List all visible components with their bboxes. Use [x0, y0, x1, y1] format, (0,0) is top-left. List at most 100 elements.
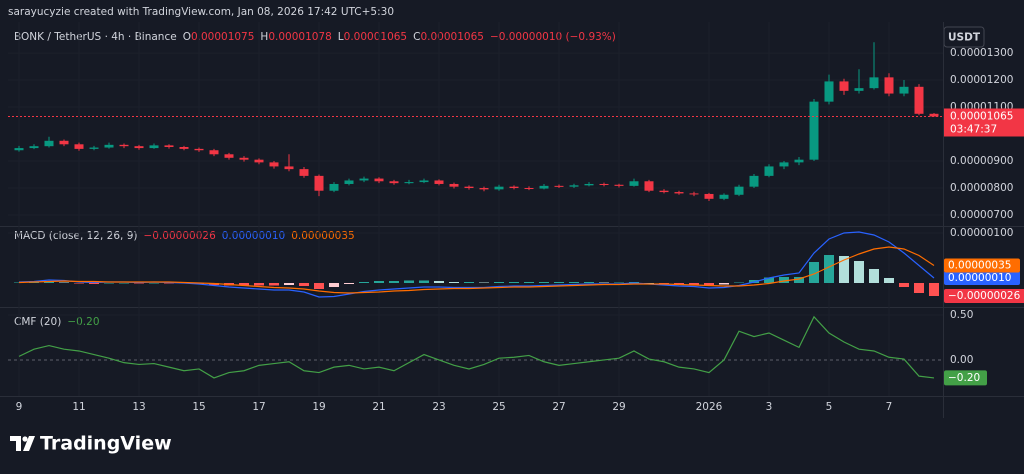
- macd-histogram-bar: [929, 283, 939, 296]
- candle-body: [749, 175, 759, 187]
- macd-histogram-bar: [524, 282, 534, 283]
- candle-body: [479, 188, 489, 190]
- legend-key: O: [183, 31, 191, 43]
- logo-shape: [22, 436, 28, 442]
- candle-body: [329, 183, 339, 191]
- legend-key: H: [260, 31, 268, 43]
- candle-body: [854, 88, 864, 91]
- candle-body: [719, 194, 729, 199]
- macd-histogram-bar: [299, 283, 309, 286]
- macd-histogram-bar: [779, 277, 789, 283]
- macd-histogram-bar: [839, 256, 849, 283]
- brand-logo: [10, 436, 35, 451]
- candle-body: [134, 146, 144, 149]
- legend-value: −0.00000026: [143, 230, 216, 242]
- x-tick-label: 23: [432, 401, 445, 413]
- y-tick-label: 0.50: [950, 309, 973, 321]
- candle-body: [929, 113, 939, 117]
- macd-histogram-bar: [29, 282, 39, 283]
- candle-body: [539, 185, 549, 189]
- candle-body: [164, 145, 174, 147]
- x-tick-label: 5: [826, 401, 833, 413]
- last-value-box: [944, 289, 1024, 303]
- candle-body: [299, 169, 309, 176]
- candle-body: [179, 146, 189, 149]
- macd-line: [18, 246, 935, 294]
- macd-histogram-bar: [719, 283, 729, 285]
- macd-histogram-bar: [644, 283, 654, 284]
- countdown: 03:47:37: [950, 123, 997, 135]
- legend-key: L: [338, 31, 344, 43]
- x-tick-label: 29: [612, 401, 625, 413]
- y-tick-label: 0.00: [950, 354, 973, 366]
- candle-body: [44, 140, 54, 147]
- candle-body: [374, 178, 384, 182]
- last-value-label: 0.00000010: [948, 272, 1011, 284]
- macd-histogram-bar: [584, 282, 594, 283]
- macd-histogram-bar: [824, 255, 834, 283]
- currency[interactable]: USDT: [948, 32, 981, 44]
- macd-histogram-bar: [704, 283, 714, 286]
- candle-body: [389, 181, 399, 184]
- macd-histogram-bar: [854, 261, 864, 283]
- candle-body: [29, 146, 39, 149]
- candle-body: [74, 144, 84, 149]
- cmf-line: [18, 315, 935, 379]
- macd-histogram-bar: [449, 282, 459, 283]
- candle-body: [509, 186, 519, 189]
- legend-value: 0.00001078: [268, 31, 331, 43]
- candle-body: [824, 81, 834, 102]
- y-tick-label: 0.00000800: [950, 182, 1013, 194]
- macd-histogram-bar: [104, 283, 114, 284]
- macd-histogram-bar: [359, 282, 369, 283]
- legend-value: −0.20: [67, 316, 99, 328]
- macd-histogram-bar: [509, 282, 519, 283]
- macd-histogram-bar: [599, 282, 609, 283]
- candle-body: [14, 148, 24, 151]
- macd-histogram-bar: [374, 281, 384, 283]
- candle-body: [704, 193, 714, 199]
- macd-histogram-bar: [734, 282, 744, 283]
- candle-body: [194, 148, 204, 151]
- candle-body: [599, 183, 609, 185]
- y-tick-label: 0.00000700: [950, 209, 1013, 221]
- macd-histogram-bar: [314, 283, 324, 289]
- candle-body: [584, 183, 594, 186]
- change: −0.00000010 (−0.93%): [490, 31, 616, 43]
- macd-histogram-bar: [614, 282, 624, 283]
- macd-histogram-bar: [434, 281, 444, 283]
- macd-histogram-bar: [239, 283, 249, 286]
- macd-histogram-bar: [569, 282, 579, 283]
- macd-title: MACD (close, 12, 26, 9): [14, 230, 137, 242]
- legend-value: 0.00000035: [291, 230, 354, 242]
- candle-body: [524, 188, 534, 190]
- brand: TradingView: [40, 433, 172, 455]
- macd-histogram-bar: [284, 283, 294, 285]
- macd-histogram-bar: [74, 283, 84, 284]
- candle-body: [659, 190, 669, 193]
- last-value-box: [944, 258, 1020, 273]
- candle-body: [59, 140, 69, 145]
- candle-body: [104, 144, 114, 148]
- x-tick-label: 3: [766, 401, 773, 413]
- logo-shape: [23, 436, 35, 451]
- candle-body: [359, 178, 369, 181]
- macd-legend: MACD (close, 12, 26, 9) −0.00000026 0.0000…: [14, 230, 355, 242]
- candle-body: [464, 186, 474, 189]
- macd-histogram-bar: [674, 283, 684, 285]
- x-tick-label: 25: [492, 401, 505, 413]
- candle-body: [89, 147, 99, 149]
- legend-value: 0.00001065: [420, 31, 483, 43]
- y-tick-label: 0.00000100: [950, 227, 1013, 239]
- candle-body: [869, 77, 879, 89]
- candle-body: [884, 77, 894, 94]
- candle-body: [239, 157, 249, 160]
- candle-body: [494, 186, 504, 190]
- candle-body: [404, 182, 414, 184]
- candle-body: [899, 86, 909, 94]
- candle-body: [689, 193, 699, 195]
- x-tick-label: 15: [192, 401, 205, 413]
- candle-body: [809, 101, 819, 160]
- candle-body: [419, 180, 429, 183]
